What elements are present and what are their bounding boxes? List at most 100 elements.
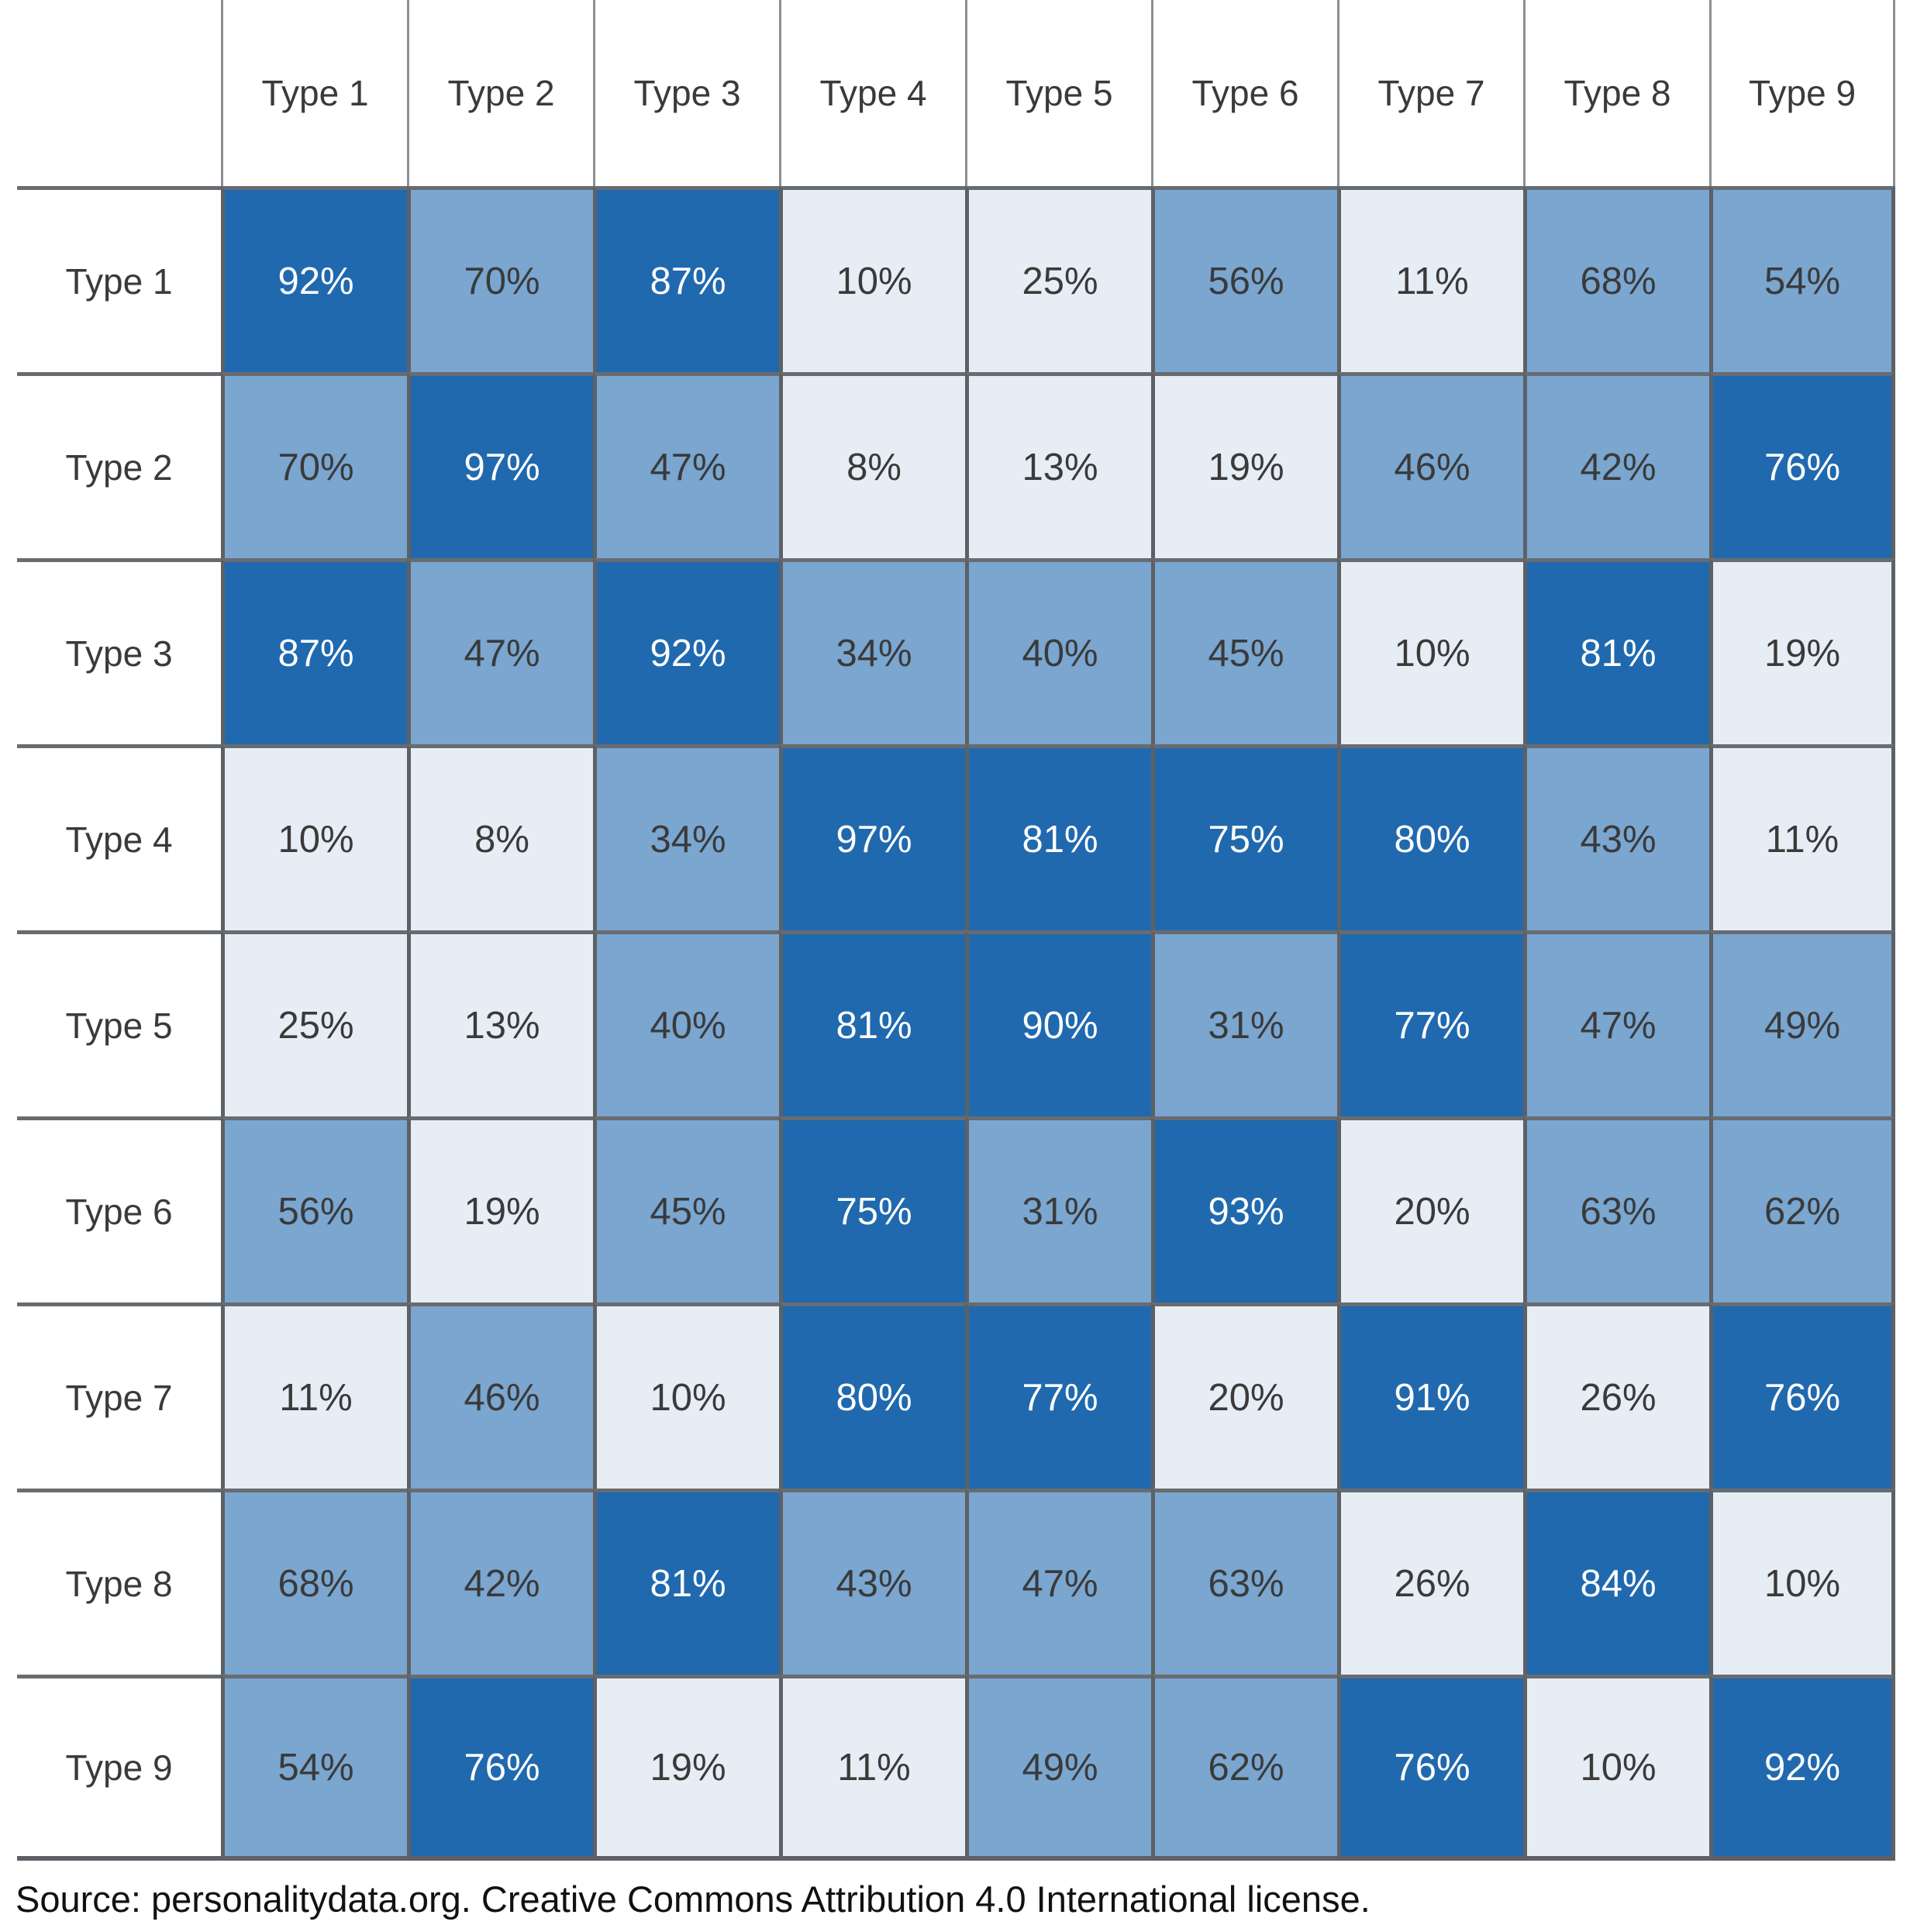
heatmap-cell: 11%	[779, 1675, 965, 1861]
heatmap-cell: 54%	[221, 1675, 407, 1861]
heatmap-cell: 47%	[407, 558, 593, 744]
heatmap-cell: 81%	[1523, 558, 1709, 744]
heatmap-cell: 25%	[965, 186, 1151, 372]
heatmap-cell: 87%	[593, 186, 779, 372]
heatmap-cell: 20%	[1337, 1116, 1523, 1302]
heatmap-cell: 76%	[407, 1675, 593, 1861]
heatmap-cell: 97%	[779, 744, 965, 930]
heatmap-cell: 68%	[1523, 186, 1709, 372]
row-header-6: Type 6	[17, 1116, 221, 1302]
heatmap-cell: 40%	[965, 558, 1151, 744]
heatmap-cell: 26%	[1523, 1302, 1709, 1489]
heatmap-cell: 70%	[221, 372, 407, 558]
heatmap-cell: 31%	[1151, 930, 1337, 1116]
heatmap-cell: 42%	[1523, 372, 1709, 558]
row-header-7: Type 7	[17, 1302, 221, 1489]
heatmap-cell: 46%	[1337, 372, 1523, 558]
heatmap-cell: 10%	[593, 1302, 779, 1489]
heatmap-cell: 81%	[779, 930, 965, 1116]
heatmap-cell: 77%	[965, 1302, 1151, 1489]
heatmap-cell: 11%	[1709, 744, 1895, 930]
heatmap-cell: 47%	[965, 1489, 1151, 1675]
heatmap-cell: 8%	[779, 372, 965, 558]
heatmap-cell: 45%	[593, 1116, 779, 1302]
row-header-2: Type 2	[17, 372, 221, 558]
heatmap-cell: 54%	[1709, 186, 1895, 372]
column-header-7: Type 7	[1337, 0, 1523, 186]
heatmap-cell: 45%	[1151, 558, 1337, 744]
heatmap-cell: 87%	[221, 558, 407, 744]
heatmap-cell: 40%	[593, 930, 779, 1116]
heatmap-cell: 80%	[779, 1302, 965, 1489]
heatmap-cell: 90%	[965, 930, 1151, 1116]
heatmap-cell: 56%	[221, 1116, 407, 1302]
row-header-3: Type 3	[17, 558, 221, 744]
heatmap-cell: 10%	[1523, 1675, 1709, 1861]
heatmap-cell: 19%	[1151, 372, 1337, 558]
heatmap-cell: 91%	[1337, 1302, 1523, 1489]
heatmap-cell: 92%	[1709, 1675, 1895, 1861]
corner-cell	[17, 0, 221, 186]
row-header-5: Type 5	[17, 930, 221, 1116]
column-header-4: Type 4	[779, 0, 965, 186]
heatmap-cell: 13%	[965, 372, 1151, 558]
heatmap-cell: 43%	[1523, 744, 1709, 930]
column-header-5: Type 5	[965, 0, 1151, 186]
heatmap-cell: 25%	[221, 930, 407, 1116]
heatmap-cell: 68%	[221, 1489, 407, 1675]
heatmap-cell: 49%	[1709, 930, 1895, 1116]
heatmap-cell: 11%	[221, 1302, 407, 1489]
heatmap-cell: 19%	[407, 1116, 593, 1302]
heatmap-cell: 26%	[1337, 1489, 1523, 1675]
row-header-8: Type 8	[17, 1489, 221, 1675]
heatmap-cell: 10%	[221, 744, 407, 930]
row-header-1: Type 1	[17, 186, 221, 372]
heatmap-cell: 8%	[407, 744, 593, 930]
column-header-8: Type 8	[1523, 0, 1709, 186]
heatmap-cell: 56%	[1151, 186, 1337, 372]
column-header-3: Type 3	[593, 0, 779, 186]
heatmap-cell: 93%	[1151, 1116, 1337, 1302]
heatmap-cell: 63%	[1523, 1116, 1709, 1302]
heatmap-cell: 20%	[1151, 1302, 1337, 1489]
heatmap-cell: 62%	[1151, 1675, 1337, 1861]
column-header-6: Type 6	[1151, 0, 1337, 186]
heatmap-cell: 10%	[779, 186, 965, 372]
source-attribution: Source: personalitydata.org. Creative Co…	[16, 1879, 1370, 1920]
heatmap-cell: 92%	[593, 558, 779, 744]
heatmap-cell: 77%	[1337, 930, 1523, 1116]
heatmap-cell: 11%	[1337, 186, 1523, 372]
heatmap-cell: 92%	[221, 186, 407, 372]
heatmap-table: Type 1 Type 2 Type 3 Type 4 Type 5 Type 6 Type…	[17, 0, 1895, 1861]
heatmap-cell: 19%	[593, 1675, 779, 1861]
heatmap-cell: 13%	[407, 930, 593, 1116]
heatmap-cell: 81%	[593, 1489, 779, 1675]
heatmap-cell: 97%	[407, 372, 593, 558]
heatmap-cell: 19%	[1709, 558, 1895, 744]
heatmap-cell: 76%	[1709, 372, 1895, 558]
heatmap-cell: 81%	[965, 744, 1151, 930]
heatmap-cell: 10%	[1337, 558, 1523, 744]
heatmap-cell: 70%	[407, 186, 593, 372]
heatmap-cell: 47%	[1523, 930, 1709, 1116]
column-header-1: Type 1	[221, 0, 407, 186]
heatmap-cell: 49%	[965, 1675, 1151, 1861]
heatmap-cell: 31%	[965, 1116, 1151, 1302]
heatmap-cell: 47%	[593, 372, 779, 558]
heatmap-cell: 75%	[1151, 744, 1337, 930]
column-header-9: Type 9	[1709, 0, 1895, 186]
heatmap-cell: 75%	[779, 1116, 965, 1302]
heatmap-cell: 42%	[407, 1489, 593, 1675]
row-header-4: Type 4	[17, 744, 221, 930]
heatmap-cell: 80%	[1337, 744, 1523, 930]
heatmap-cell: 63%	[1151, 1489, 1337, 1675]
heatmap-cell: 34%	[593, 744, 779, 930]
heatmap-cell: 62%	[1709, 1116, 1895, 1302]
heatmap-cell: 43%	[779, 1489, 965, 1675]
heatmap-cell: 46%	[407, 1302, 593, 1489]
heatmap-cell: 84%	[1523, 1489, 1709, 1675]
row-header-9: Type 9	[17, 1675, 221, 1861]
column-header-2: Type 2	[407, 0, 593, 186]
heatmap-cell: 76%	[1337, 1675, 1523, 1861]
